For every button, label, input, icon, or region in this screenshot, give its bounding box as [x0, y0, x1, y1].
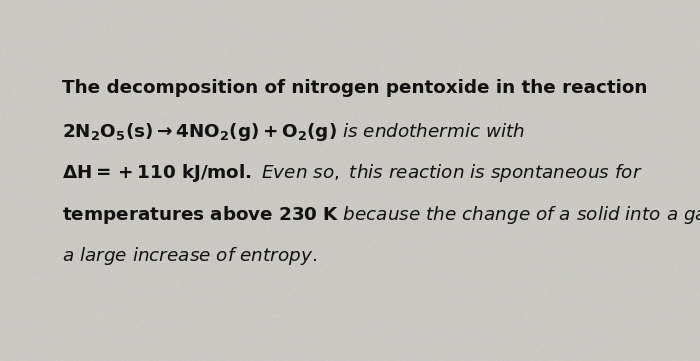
Text: The decomposition of nitrogen pentoxide in the reaction: The decomposition of nitrogen pentoxide …	[62, 79, 647, 97]
Text: $\mathbf{\Delta H = +110\ kJ/mol.}$ $\mathit{Even\ so,\ this\ reaction\ is\ spon: $\mathbf{\Delta H = +110\ kJ/mol.}$ $\ma…	[62, 162, 642, 184]
Text: $\mathbf{temperatures\ above\ 230\ K}$ $\mathit{because\ the\ change\ of\ a\ sol: $\mathbf{temperatures\ above\ 230\ K}$ $…	[62, 204, 700, 226]
Text: $\mathbf{2N_2O_5(s) \rightarrow 4NO_2(g) + O_2(g)}$ $\mathit{is\ endothermic\ wi: $\mathbf{2N_2O_5(s) \rightarrow 4NO_2(g)…	[62, 121, 525, 143]
Text: $\mathit{a\ large\ increase\ of\ entropy.}$: $\mathit{a\ large\ increase\ of\ entropy…	[62, 245, 316, 268]
